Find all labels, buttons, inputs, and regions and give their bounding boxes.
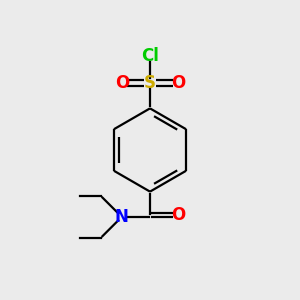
Text: O: O xyxy=(171,206,185,224)
Text: N: N xyxy=(115,208,129,226)
Text: S: S xyxy=(144,74,156,92)
Text: O: O xyxy=(171,74,185,92)
Text: O: O xyxy=(115,74,129,92)
Text: Cl: Cl xyxy=(141,47,159,65)
